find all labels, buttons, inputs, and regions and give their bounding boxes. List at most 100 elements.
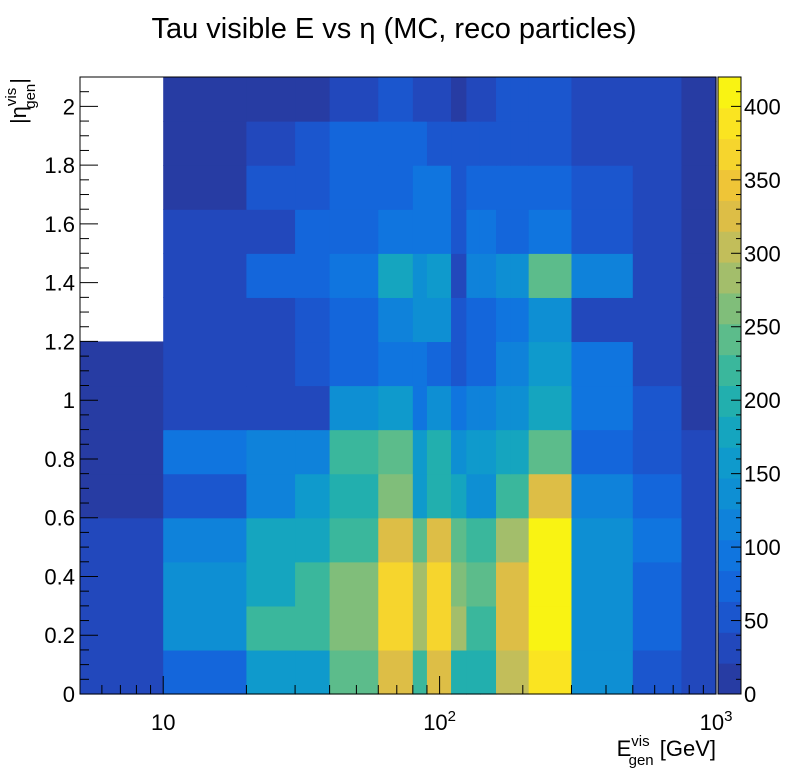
x-tick-label: 103	[700, 708, 733, 735]
heatmap-cell	[329, 429, 379, 475]
heatmap-cell	[466, 473, 481, 519]
heatmap-cell	[632, 429, 683, 475]
heatmap-cell	[246, 649, 296, 695]
heatmap-cell	[571, 121, 634, 166]
y-tick-label: 0.4	[44, 564, 75, 589]
heatmap-cell	[479, 209, 497, 254]
heatmap-cell	[510, 77, 530, 122]
heatmap-cell	[163, 605, 247, 651]
heatmap-cell	[80, 341, 164, 387]
heatmap-cell	[681, 649, 717, 695]
heatmap-cell	[378, 517, 414, 563]
heatmap-cell	[632, 341, 683, 387]
palette-band	[718, 107, 741, 140]
heatmap-cell	[496, 561, 511, 607]
heatmap-cell	[295, 253, 331, 298]
x-axis-label: Evis gen [GeV]	[617, 733, 716, 769]
heatmap-cell	[295, 605, 331, 651]
heatmap-cell	[412, 473, 428, 519]
z-tick-label: 250	[744, 315, 781, 340]
heatmap-cell	[295, 517, 331, 563]
heatmap-cell	[295, 165, 331, 210]
z-tick-label: 50	[744, 609, 768, 634]
heatmap-cell	[426, 297, 452, 343]
heatmap-cell	[571, 77, 634, 122]
heatmap-cell	[466, 77, 481, 122]
heatmap-cell	[426, 165, 452, 210]
heatmap-cell	[329, 165, 379, 210]
heatmap-cell	[378, 605, 414, 651]
heatmap-cell	[451, 605, 467, 651]
heatmap-cell	[295, 297, 331, 343]
heatmap-cell	[479, 473, 497, 519]
heatmap-cell	[479, 253, 497, 298]
z-tick-label: 300	[744, 241, 781, 266]
y-tick-label: 1.8	[44, 153, 75, 178]
y-tick-label: 1.2	[44, 329, 75, 354]
heatmap-cell	[571, 649, 634, 695]
heatmap-cell	[571, 473, 634, 519]
heatmap-cell	[571, 517, 634, 563]
heatmap-cell	[510, 253, 530, 298]
heatmap-cell	[528, 561, 573, 607]
heatmap-cell	[632, 517, 683, 563]
heatmap-cell	[378, 473, 414, 519]
heatmap-cell	[295, 77, 331, 122]
heatmap-cell	[466, 605, 481, 651]
heatmap-cell	[295, 561, 331, 607]
heatmap-cell	[246, 561, 296, 607]
heatmap-cell	[163, 253, 247, 298]
y-tick-label: 0.2	[44, 623, 75, 648]
heatmap-cell	[479, 385, 497, 431]
heatmap-cell	[426, 385, 452, 431]
heatmap-cell	[496, 77, 511, 122]
palette-band	[718, 138, 741, 171]
heatmap-cell	[681, 77, 717, 122]
heatmap-cell	[528, 649, 573, 695]
heatmap-cell	[496, 649, 511, 695]
heatmap-cell	[510, 517, 530, 563]
heatmap-cell	[510, 209, 530, 254]
z-tick-label: 350	[744, 168, 781, 193]
heatmap-cell	[412, 209, 428, 254]
heatmap-cell	[632, 121, 683, 166]
y-axis-label: |ηvis gen|	[3, 78, 39, 124]
heatmap-cell	[163, 473, 247, 519]
heatmap-cell	[412, 605, 428, 651]
heatmap-cell	[479, 561, 497, 607]
heatmap-cell	[681, 165, 717, 210]
heatmap-cell	[80, 605, 164, 651]
y-tick-label: 1.4	[44, 271, 75, 296]
heatmap-cell	[681, 209, 717, 254]
heatmap-cell	[329, 517, 379, 563]
heatmap-cell	[510, 561, 530, 607]
heatmap-cell	[479, 429, 497, 475]
heatmap-cell	[479, 517, 497, 563]
heatmap-cell	[571, 253, 634, 298]
heatmap-cell	[412, 253, 428, 298]
heatmap-cell	[295, 209, 331, 254]
heatmap-cell	[426, 341, 452, 387]
y-tick-label: 1	[63, 388, 75, 413]
axis-labels: Evis gen [GeV] |ηvis gen|	[3, 78, 716, 769]
heatmap-cell	[295, 649, 331, 695]
heatmap-cell	[426, 209, 452, 254]
heatmap-cell	[466, 429, 481, 475]
heatmap-cell	[510, 473, 530, 519]
heatmap-cell	[451, 561, 467, 607]
heatmap-cell	[571, 209, 634, 254]
heatmap-cell	[246, 385, 296, 431]
heatmap-cells	[80, 77, 717, 695]
heatmap-cell	[246, 165, 296, 210]
z-tick-label: 400	[744, 94, 781, 119]
heatmap-cell	[466, 561, 481, 607]
heatmap-cell	[479, 649, 497, 695]
heatmap-cell	[510, 429, 530, 475]
x-tick-label: 102	[423, 708, 456, 735]
heatmap-cell	[412, 297, 428, 343]
y-tick-label: 0.6	[44, 506, 75, 531]
heatmap-cell	[496, 121, 511, 166]
heatmap-cell	[426, 429, 452, 475]
heatmap-cell	[378, 297, 414, 343]
